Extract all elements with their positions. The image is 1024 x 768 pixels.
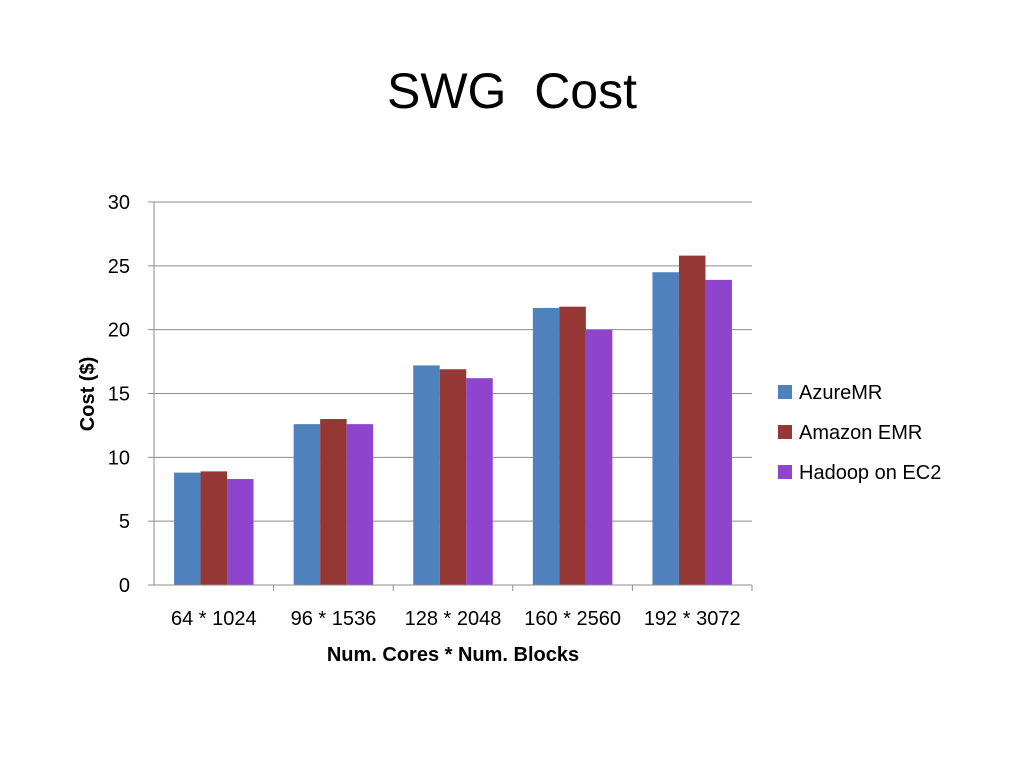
- legend-label: AzureMR: [799, 382, 882, 404]
- y-tick-label: 0: [119, 575, 130, 597]
- bar: [413, 365, 440, 585]
- bar: [293, 424, 321, 585]
- bar: [652, 272, 679, 585]
- y-tick-label: 25: [108, 256, 130, 278]
- bar: [200, 471, 228, 585]
- x-tick-label: 96 * 1536: [291, 608, 377, 630]
- legend-swatch: [778, 385, 792, 399]
- legend-label: Hadoop on EC2: [799, 462, 941, 484]
- bar: [678, 255, 706, 585]
- legend-swatch: [778, 465, 792, 479]
- bars: [174, 255, 732, 585]
- bar: [705, 279, 732, 585]
- y-tick-label: 10: [108, 447, 130, 469]
- y-tick-label: 15: [108, 384, 130, 406]
- bar: [439, 369, 467, 585]
- x-tick-label: 192 * 3072: [644, 608, 741, 630]
- bar: [227, 479, 254, 585]
- slide-title: SWG Cost: [386, 63, 638, 119]
- x-tick-labels: 64 * 1024 96 * 1536 128 * 2048 160 * 2560 19…: [171, 608, 741, 630]
- y-tick-label: 20: [108, 320, 130, 342]
- bar: [320, 419, 347, 585]
- bar: [559, 306, 586, 585]
- x-tick-label: 160 * 2560: [524, 608, 621, 630]
- axes: [148, 201, 753, 591]
- bar: [532, 307, 560, 585]
- bar: [585, 329, 613, 585]
- legend-label: Amazon EMR: [799, 422, 922, 444]
- y-axis-label: Cost ($): [77, 357, 99, 431]
- x-tick-label: 128 * 2048: [405, 608, 502, 630]
- legend-swatch: [778, 425, 792, 439]
- x-tick-label: 64 * 1024: [171, 608, 257, 630]
- bar: [466, 378, 493, 585]
- y-tick-label: 5: [119, 511, 130, 533]
- y-tick-label: 30: [108, 192, 130, 214]
- bar: [174, 472, 201, 585]
- y-tick-labels: 0 5 10 15 20 25 30: [108, 192, 130, 597]
- x-axis-label: Num. Cores * Num. Blocks: [327, 644, 579, 666]
- bar: [346, 424, 374, 585]
- legend: AzureMR Amazon EMR Hadoop on EC2: [778, 382, 941, 484]
